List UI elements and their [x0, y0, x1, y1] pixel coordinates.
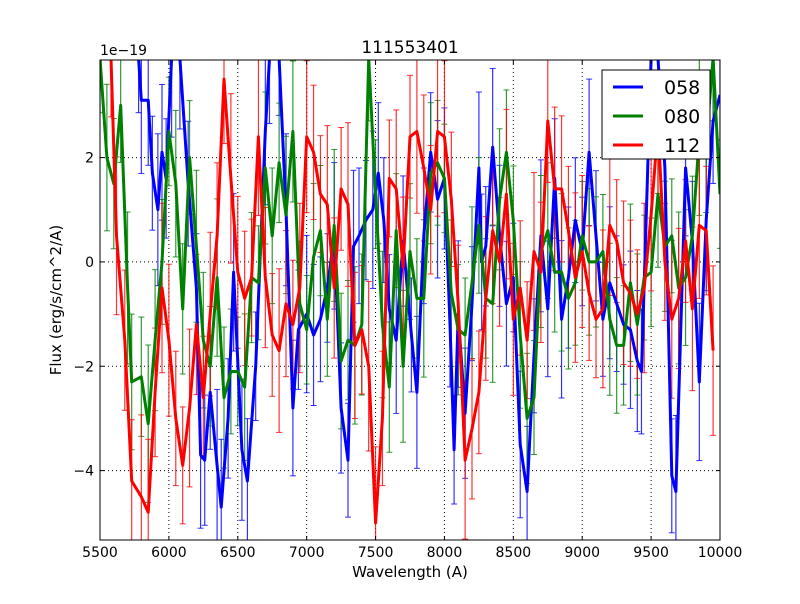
legend-label-058: 058	[664, 77, 700, 99]
x-tick-label: 7500	[358, 545, 394, 561]
series-line-112	[109, 60, 715, 525]
x-tick-label: 10000	[698, 545, 743, 561]
x-tick-label: 5500	[82, 545, 118, 561]
series-line-058	[137, 60, 720, 509]
y-offset-label: 1e−19	[100, 43, 147, 59]
series-line-080	[100, 60, 720, 426]
legend-label-080: 080	[664, 106, 700, 128]
x-tick-label: 8000	[427, 545, 463, 561]
y-tick-label: 2	[85, 151, 94, 167]
legend-label-112: 112	[664, 135, 700, 157]
chart-title: 111553401	[361, 38, 458, 58]
x-tick-label: 9500	[633, 545, 669, 561]
y-tick-label: −4	[73, 464, 94, 480]
x-tick-label: 6000	[151, 545, 187, 561]
x-tick-label: 9000	[564, 545, 600, 561]
y-tick-label: −2	[73, 359, 94, 375]
y-tick-label: 0	[85, 255, 94, 271]
x-tick-label: 7000	[289, 545, 325, 561]
y-axis-label: Flux (erg/s/cm^2/A)	[47, 225, 65, 376]
x-tick-label: 6500	[220, 545, 256, 561]
plot-frame	[99, 59, 721, 541]
x-axis-label: Wavelength (A)	[352, 563, 468, 581]
x-tick-label: 8500	[496, 545, 532, 561]
legend: 058 080 112	[601, 69, 711, 160]
